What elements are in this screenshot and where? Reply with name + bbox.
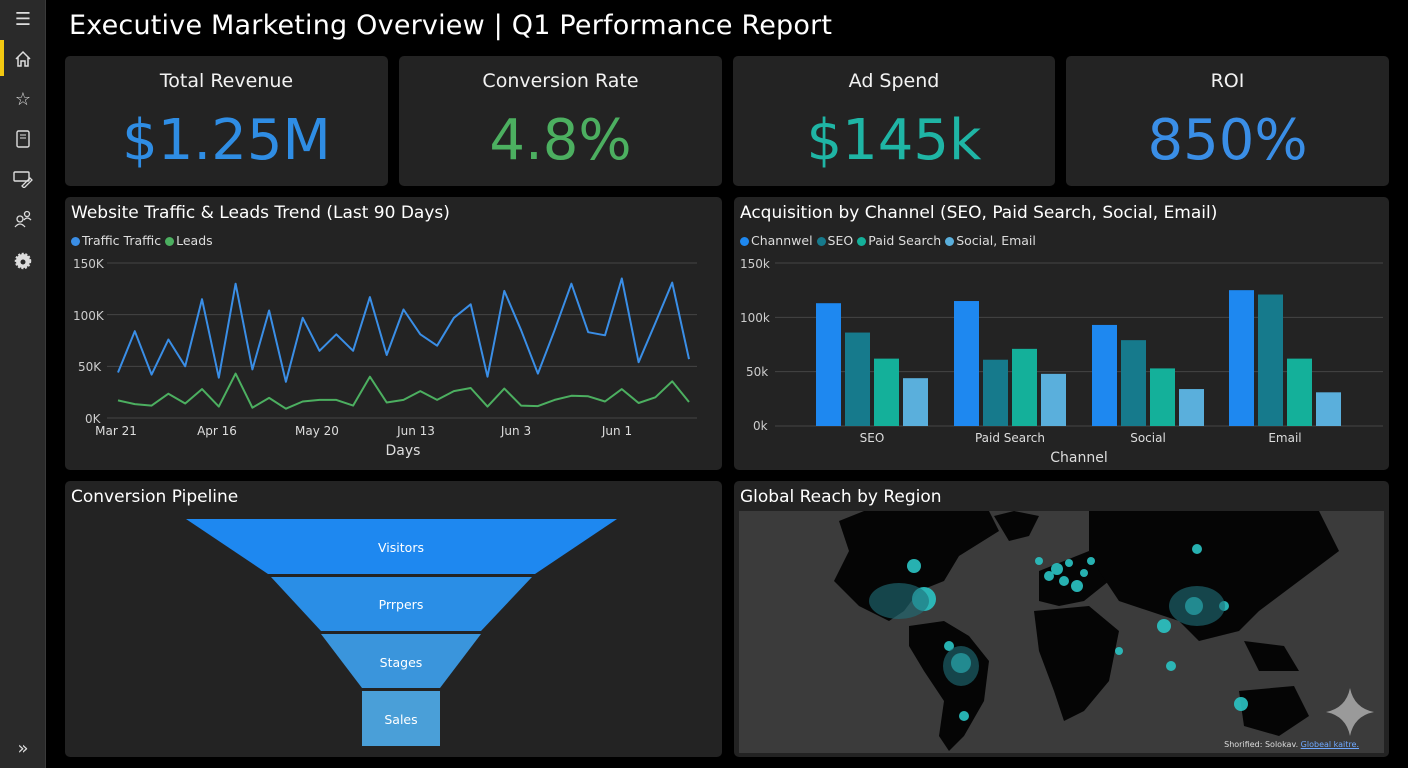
page-title: Executive Marketing Overview | Q1 Perfor…	[69, 10, 833, 41]
panel-title: Conversion Pipeline	[71, 487, 239, 507]
legend-item: Paid Search	[857, 233, 941, 248]
global-reach-panel: Global Reach by Region Shorified: Soloka…	[734, 481, 1389, 757]
region-bubble	[1166, 661, 1176, 671]
chart-legend: Channwel SEO Paid Search Social, Email	[740, 233, 1036, 248]
region-bubble	[1065, 559, 1073, 567]
panel-title: Global Reach by Region	[740, 487, 942, 507]
funnel-label: Visitors	[378, 540, 424, 555]
legend-item: Traffic Traffic	[71, 233, 161, 248]
kpi-value: 4.8%	[489, 108, 632, 173]
legend-item: SEO	[816, 233, 853, 248]
map-attribution: Shorified: Solokav. Globeal kaitre.	[1224, 740, 1359, 749]
panel-title: Acquisition by Channel (SEO, Paid Search…	[740, 203, 1218, 223]
attribution-text: Shorified: Solokav.	[1224, 740, 1299, 749]
kpi-value: 850%	[1147, 108, 1308, 173]
kpi-value: $1.25M	[122, 108, 331, 173]
region-bubble	[1080, 569, 1088, 577]
region-bubble	[1157, 619, 1171, 633]
region-bubble	[1115, 647, 1123, 655]
kpi-value: $145k	[806, 108, 982, 173]
region-bubble	[959, 711, 969, 721]
funnel-stage-stages	[321, 634, 481, 688]
edit-icon[interactable]	[10, 166, 36, 192]
region-bubble	[1044, 571, 1054, 581]
chart-legend: Traffic Traffic Leads	[71, 233, 213, 248]
traffic-leads-panel: Website Traffic & Leads Trend (Last 90 D…	[65, 197, 722, 470]
region-bubble	[907, 559, 921, 573]
conversion-pipeline-panel: Conversion Pipeline Visitors Prrpers Sta…	[65, 481, 722, 757]
map-bubbles	[869, 544, 1248, 721]
acquisition-panel: Acquisition by Channel (SEO, Paid Search…	[734, 197, 1389, 470]
kpi-card-total-revenue: Total Revenue $1.25M	[65, 56, 388, 186]
funnel-label: Stages	[380, 655, 423, 670]
kpi-card-ad-spend: Ad Spend $145k	[733, 56, 1055, 186]
sidebar: ☰ ☆ »	[0, 0, 46, 768]
region-bubble	[1087, 557, 1095, 565]
kpi-label: ROI	[1210, 70, 1245, 92]
region-bubble	[1051, 563, 1063, 575]
region-bubble	[1234, 697, 1248, 711]
region-bubble	[944, 641, 954, 651]
sparkle-icon	[1326, 688, 1374, 736]
report-icon[interactable]	[10, 126, 36, 152]
region-highlight	[1169, 586, 1225, 626]
active-indicator	[0, 40, 4, 76]
funnel-stage-sales	[362, 691, 440, 746]
world-map[interactable]	[739, 511, 1384, 753]
attribution-link[interactable]: Globeal kaitre.	[1300, 740, 1359, 749]
region-bubble	[1059, 576, 1069, 586]
funnel-stage-prrpers	[271, 577, 532, 631]
region-highlight	[869, 583, 929, 619]
star-icon[interactable]: ☆	[14, 88, 32, 110]
region-highlight	[943, 646, 979, 686]
panel-title: Website Traffic & Leads Trend (Last 90 D…	[71, 203, 450, 223]
kpi-card-roi: ROI 850%	[1066, 56, 1389, 186]
legend-item: Channwel	[740, 233, 813, 248]
legend-item: Leads	[165, 233, 213, 248]
funnel-stage-visitors	[186, 519, 617, 574]
funnel-label: Sales	[384, 712, 417, 727]
region-bubble	[1035, 557, 1043, 565]
users-icon[interactable]	[10, 206, 36, 232]
home-icon[interactable]	[10, 46, 36, 72]
kpi-label: Conversion Rate	[482, 70, 639, 92]
kpi-label: Ad Spend	[848, 70, 940, 92]
legend-item: Social, Email	[945, 233, 1036, 248]
menu-icon[interactable]: ☰	[14, 8, 32, 30]
funnel-chart: Visitors Prrpers Stages Sales	[186, 519, 617, 746]
kpi-label: Total Revenue	[159, 70, 294, 92]
region-bubble	[1192, 544, 1202, 554]
expand-icon[interactable]: »	[17, 737, 29, 759]
settings-icon[interactable]	[10, 248, 36, 274]
funnel-label: Prrpers	[379, 597, 424, 612]
region-bubble	[1071, 580, 1083, 592]
kpi-card-conversion-rate: Conversion Rate 4.8%	[399, 56, 722, 186]
